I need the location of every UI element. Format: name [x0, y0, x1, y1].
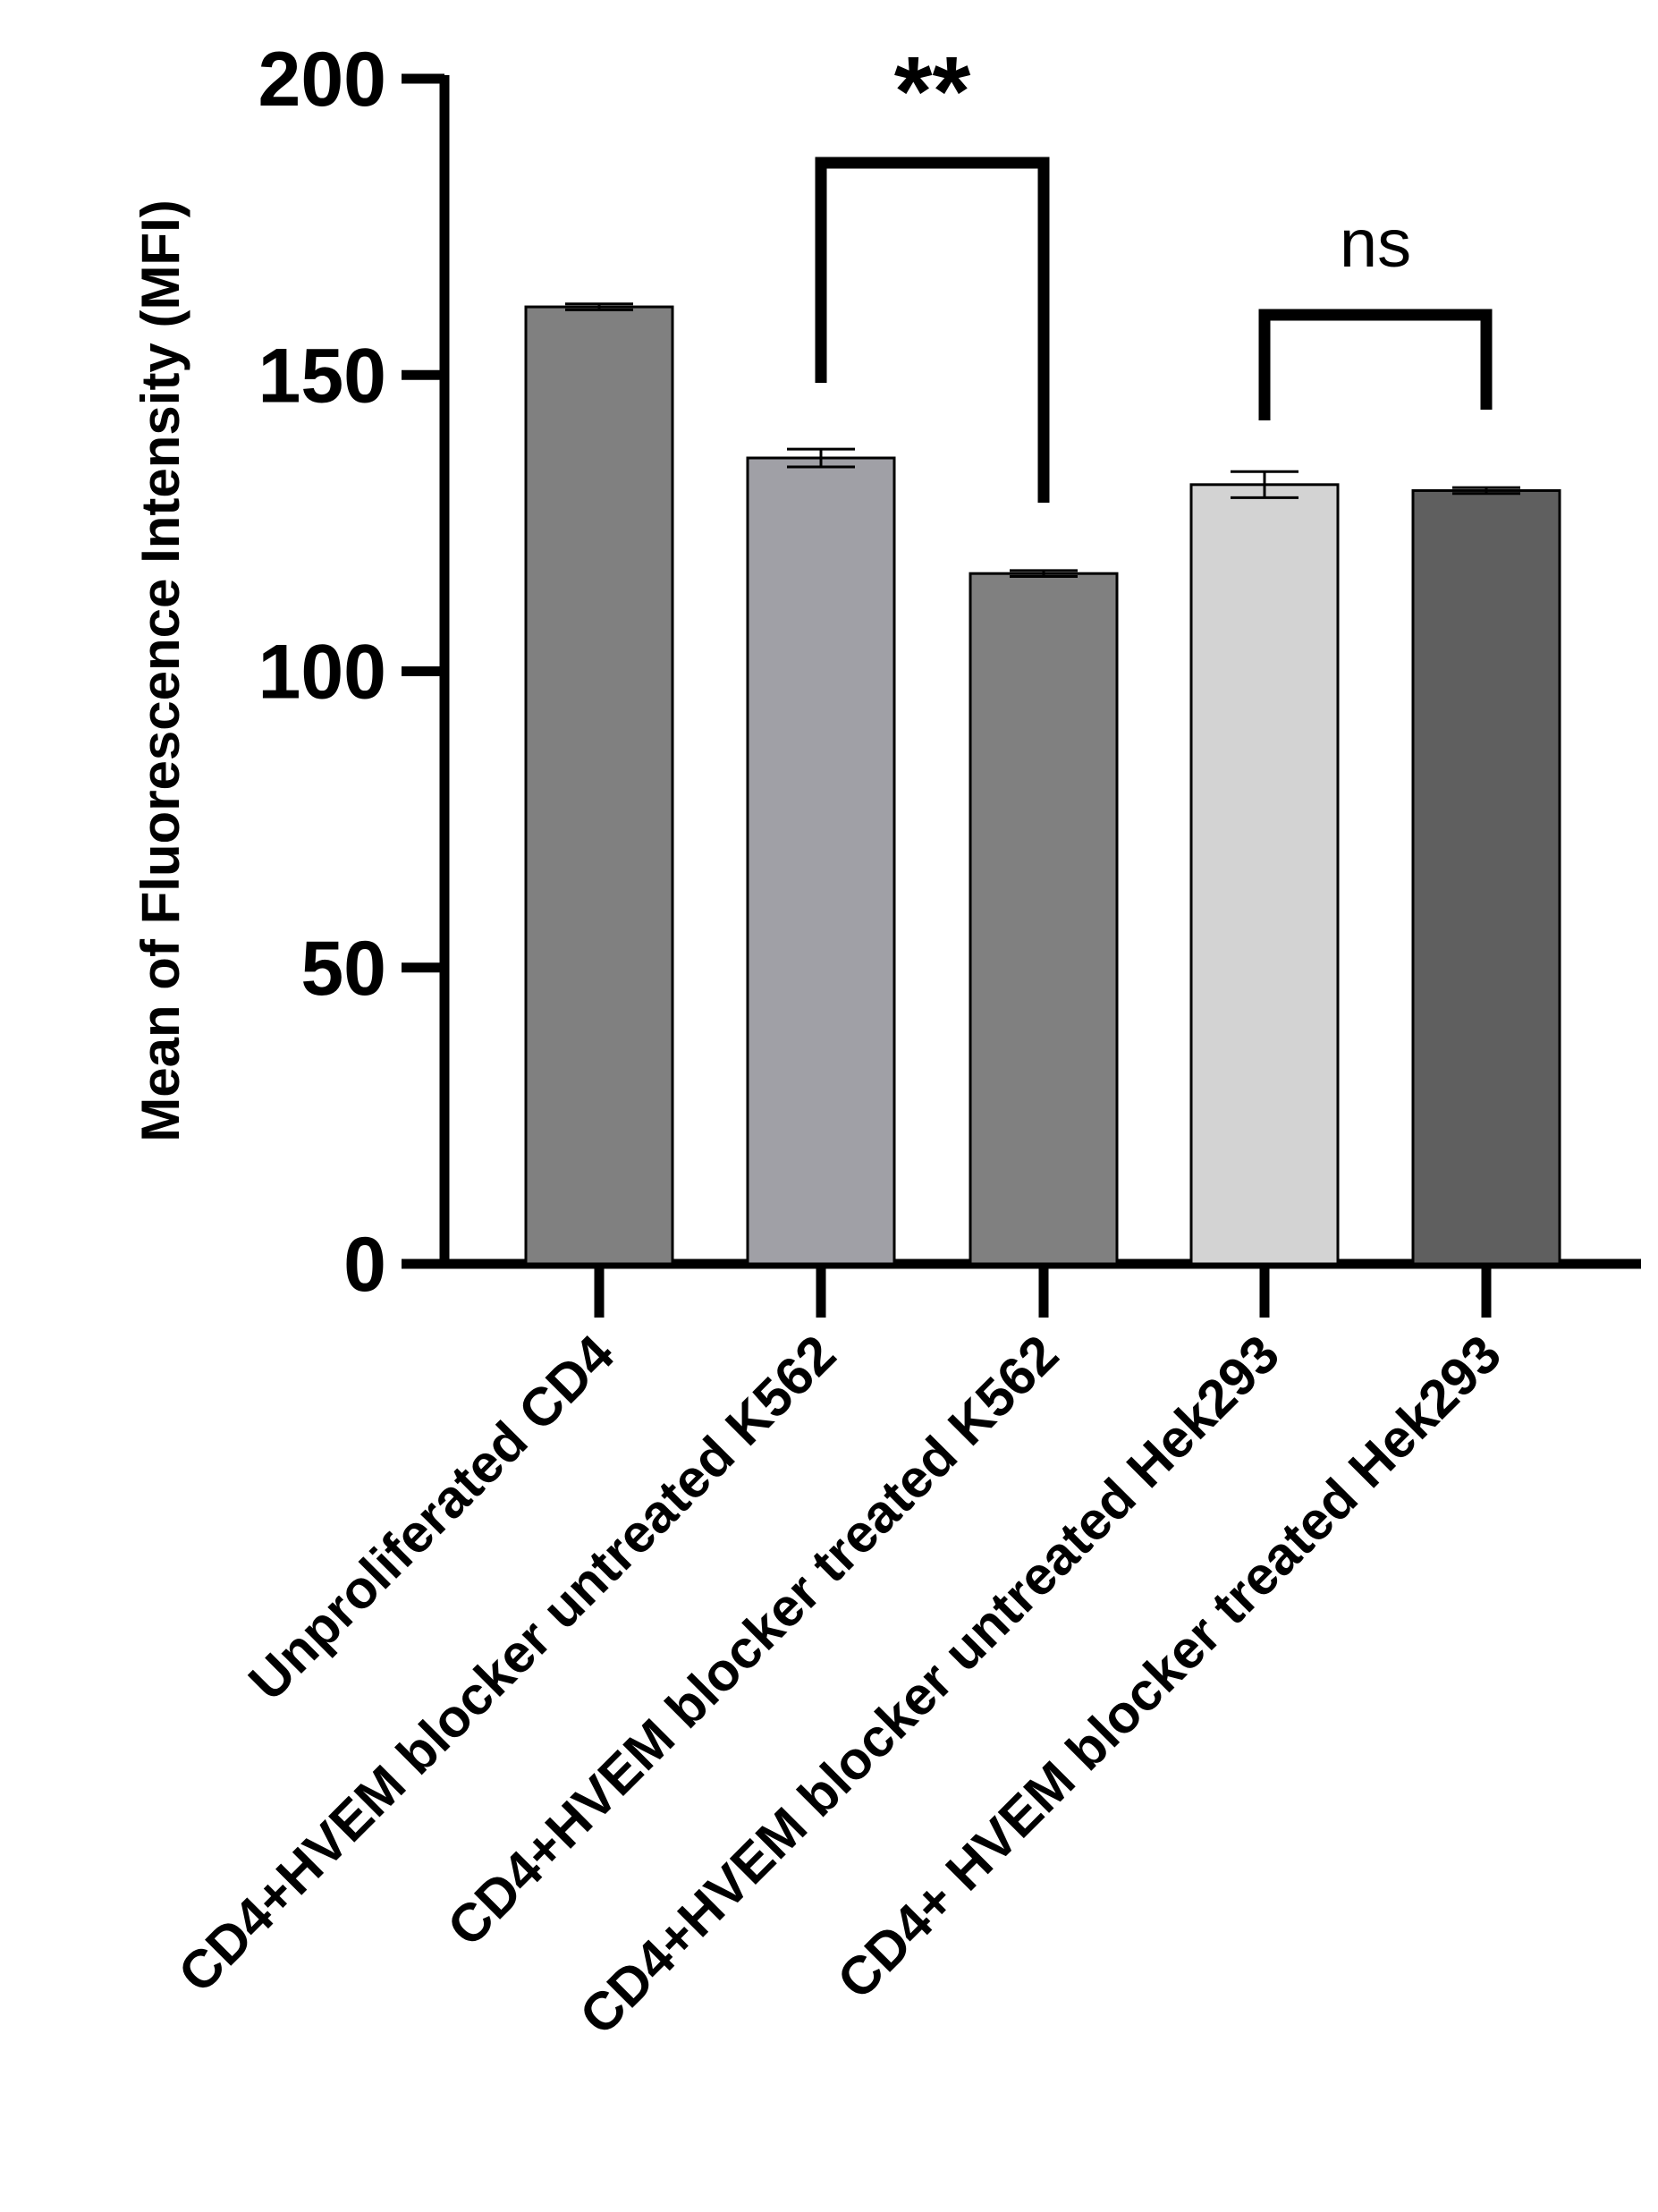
significance-annotations: ** ns	[815, 37, 1493, 503]
significance-label: ns	[1340, 206, 1411, 282]
significance-bracket	[1258, 309, 1493, 420]
y-tick-label: 150	[258, 333, 387, 419]
y-tick-label: 0	[343, 1222, 386, 1308]
significance-label: **	[894, 37, 971, 147]
y-axis-title: Mean of Fluorescence Intensity (MFI)	[131, 199, 190, 1142]
y-tick-label: 200	[258, 37, 387, 123]
bar	[746, 456, 896, 1266]
bars	[524, 302, 1561, 1266]
significance-bracket	[815, 157, 1050, 503]
bar	[1189, 483, 1340, 1266]
y-axis: 0 50 100 150 200	[258, 37, 450, 1308]
y-tick-label: 50	[300, 926, 386, 1012]
x-category-label: Unproliferated CD4	[237, 1323, 625, 1711]
bar	[1411, 488, 1561, 1266]
bar	[524, 305, 674, 1266]
bar	[969, 572, 1119, 1266]
y-tick-label: 100	[258, 630, 387, 716]
